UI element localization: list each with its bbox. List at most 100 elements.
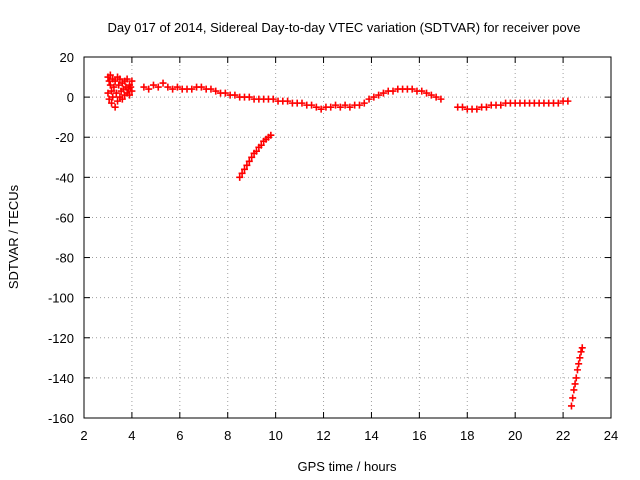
data-point — [106, 81, 114, 89]
y-tick-label: -60 — [55, 210, 74, 225]
x-tick-label: 4 — [128, 428, 135, 443]
data-point — [298, 99, 306, 107]
data-point — [336, 103, 344, 111]
data-point — [567, 402, 575, 410]
data-point — [221, 89, 229, 97]
data-point — [123, 75, 131, 83]
data-point — [284, 97, 292, 105]
data-point — [308, 101, 316, 109]
grid — [84, 57, 611, 418]
data-point — [128, 87, 136, 95]
x-tick-label: 20 — [508, 428, 522, 443]
data-point — [149, 81, 157, 89]
series-track-main — [140, 79, 445, 113]
data-point — [188, 85, 196, 93]
data-point — [257, 141, 265, 149]
axis-ticks — [83, 56, 612, 419]
data-point — [110, 83, 118, 91]
data-point — [497, 101, 505, 109]
data-point — [104, 89, 112, 97]
data-point — [248, 153, 256, 161]
data-point — [577, 348, 585, 356]
x-tick-label: 6 — [176, 428, 183, 443]
y-tick-label: -120 — [48, 331, 74, 346]
data-point — [432, 93, 440, 101]
y-tick-label: 0 — [67, 90, 74, 105]
data-point — [231, 91, 239, 99]
series-cluster-early — [104, 71, 136, 111]
data-point — [106, 71, 114, 79]
data-point — [576, 354, 584, 362]
data-point — [105, 95, 113, 103]
y-axis-label: SDTVAR / TECUs — [6, 184, 21, 289]
y-tick-label: -20 — [55, 130, 74, 145]
y-tick-label: -100 — [48, 291, 74, 306]
data-point — [389, 87, 397, 95]
data-point — [197, 83, 205, 91]
data-point — [240, 165, 248, 173]
x-tick-label: 18 — [460, 428, 474, 443]
x-tick-label: 10 — [268, 428, 282, 443]
data-point — [267, 131, 275, 139]
data-point — [114, 97, 122, 105]
data-point — [355, 101, 363, 109]
x-tick-label: 24 — [604, 428, 618, 443]
data-point — [238, 169, 246, 177]
data-point — [332, 101, 340, 109]
data-point — [108, 99, 116, 107]
x-axis-label: GPS time / hours — [298, 459, 397, 474]
data-point — [365, 95, 373, 103]
data-point — [118, 95, 126, 103]
data-point — [379, 89, 387, 97]
x-tick-labels: 2 4 6 8 10 12 14 16 18 20 22 24 — [80, 428, 618, 443]
data-point — [427, 91, 435, 99]
data-points — [104, 71, 586, 410]
data-point — [327, 103, 335, 111]
data-point — [111, 77, 119, 85]
series-track-late — [454, 97, 572, 113]
x-tick-label: 14 — [364, 428, 378, 443]
data-point — [571, 380, 579, 388]
data-point — [346, 103, 354, 111]
data-point — [243, 161, 251, 169]
data-point — [575, 360, 583, 368]
series-arc-descending — [236, 131, 275, 181]
data-point — [108, 87, 116, 95]
data-point — [578, 344, 586, 352]
x-tick-label: 22 — [556, 428, 570, 443]
data-point — [159, 79, 167, 87]
data-point — [154, 83, 162, 91]
data-point — [245, 93, 253, 101]
data-point — [164, 83, 172, 91]
series-arc-late-drop — [567, 344, 586, 410]
data-point — [573, 366, 581, 374]
data-point — [252, 147, 260, 155]
data-point — [418, 87, 426, 95]
plot-frame — [83, 56, 612, 419]
data-point — [437, 95, 445, 103]
data-point — [111, 103, 119, 111]
data-point — [360, 99, 368, 107]
data-point — [115, 81, 123, 89]
data-point — [269, 95, 277, 103]
y-tick-label: -80 — [55, 251, 74, 266]
data-point — [169, 85, 177, 93]
x-tick-label: 2 — [80, 428, 87, 443]
data-point — [317, 105, 325, 113]
data-point — [473, 105, 481, 113]
data-point — [126, 91, 134, 99]
data-point — [128, 77, 136, 85]
data-point — [109, 93, 117, 101]
data-point — [116, 75, 124, 83]
data-point — [312, 103, 320, 111]
y-tick-label: -160 — [48, 411, 74, 426]
data-point — [105, 77, 113, 85]
y-tick-label: -40 — [55, 170, 74, 185]
data-point — [423, 89, 431, 97]
data-point — [569, 394, 577, 402]
data-point — [112, 89, 120, 97]
chart-title: Day 017 of 2014, Sidereal Day-to-day VTE… — [107, 20, 580, 35]
x-tick-label: 16 — [412, 428, 426, 443]
